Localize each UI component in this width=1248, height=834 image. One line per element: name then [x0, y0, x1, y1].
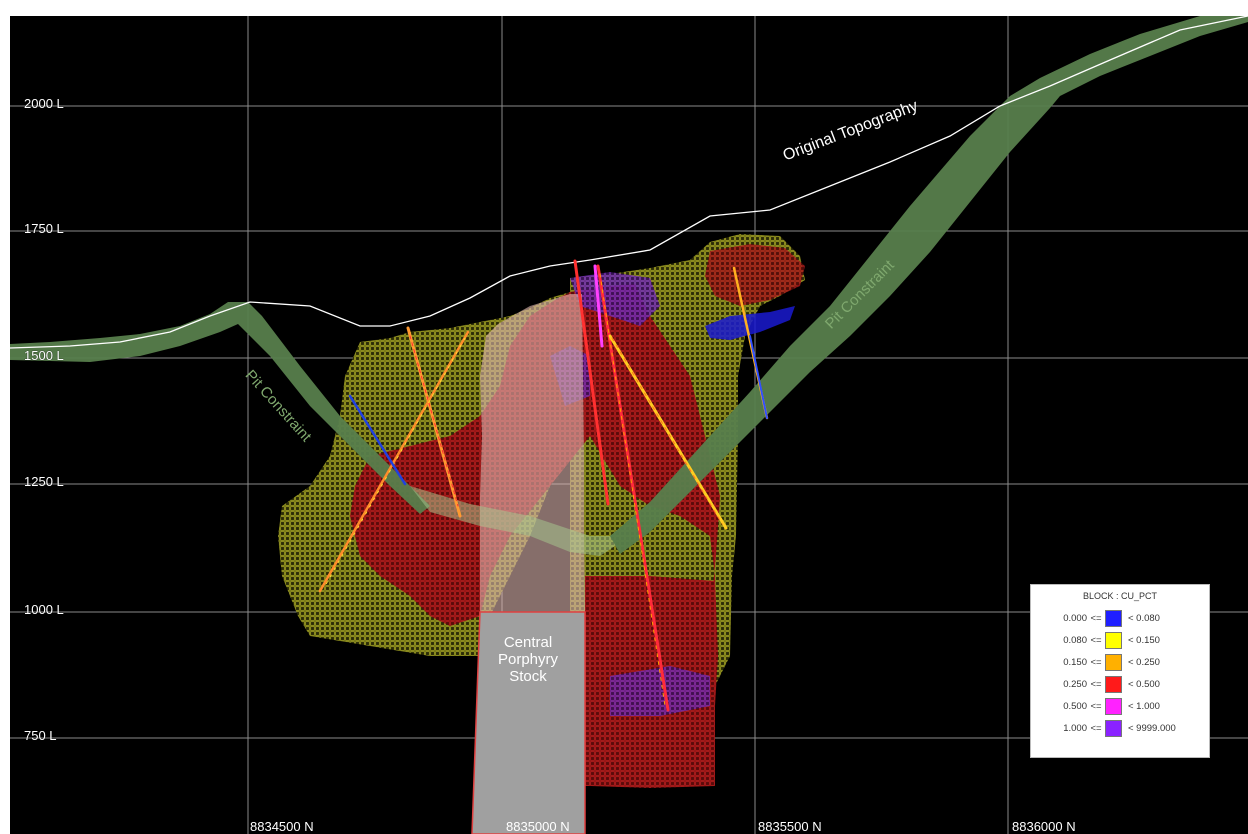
drill-hole-3: [573, 259, 610, 506]
drill-hole-8: [348, 394, 407, 486]
legend-row: 0.080 <= < 0.150: [1031, 629, 1209, 651]
legend-operator: <=: [1090, 678, 1102, 690]
legend-upper-bound: < 0.500: [1128, 678, 1160, 690]
drill-hole-7: [593, 264, 604, 348]
section-canvas: [10, 16, 1248, 834]
drill-hole-1-core: [409, 335, 459, 507]
level-label-1750: 1750 L: [24, 221, 64, 236]
block-purple-pocket-2: [610, 666, 710, 716]
legend-swatch: [1105, 609, 1122, 627]
legend-swatch: [1105, 653, 1122, 671]
legend-lower-bound: 0.080: [1063, 634, 1087, 646]
drill-hole-4-core: [599, 273, 666, 707]
block-purple-pocket-1: [570, 272, 660, 326]
legend-upper-bound: < 9999.000: [1128, 722, 1176, 734]
drill-hole-2: [318, 330, 470, 593]
drill-hole-6-blue: [749, 335, 768, 419]
level-label-1500: 1500 L: [24, 348, 64, 363]
legend-lower-bound: 0.150: [1063, 656, 1087, 668]
legend: BLOCK : CU_PCT 0.000 <= < 0.080 0.080 <= < 0.…: [1030, 584, 1210, 758]
stock-lower-solid: [471, 611, 586, 834]
stock-upper-translucent: [480, 294, 585, 612]
legend-lower-bound: 1.000: [1063, 722, 1087, 734]
legend-upper-bound: < 1.000: [1128, 700, 1160, 712]
legend-swatch: [1105, 675, 1122, 693]
level-label-1250: 1250 L: [24, 474, 64, 489]
topography-line: [10, 16, 1248, 349]
level-label-1000: 1000 L: [24, 602, 64, 617]
legend-row: 0.000 <= < 0.080: [1031, 607, 1209, 629]
legend-lower-bound: 0.500: [1063, 700, 1087, 712]
legend-row: 1.000 <= < 9999.000: [1031, 717, 1209, 739]
block-blue-zone: [705, 306, 795, 340]
section-viewport: 2000 L 1750 L 1500 L 1250 L 1000 L 750 L…: [10, 16, 1248, 834]
drill-holes: [318, 259, 769, 712]
legend-swatch: [1105, 719, 1122, 737]
pit-shell-left: [10, 302, 430, 514]
legend-rows: 0.000 <= < 0.080 0.080 <= < 0.150 0.150 <= < 0.2…: [1031, 607, 1209, 739]
stock-label: Central Porphyry Stock: [472, 634, 584, 685]
legend-title: BLOCK : CU_PCT: [1082, 591, 1158, 601]
legend-lower-bound: 0.250: [1063, 678, 1087, 690]
stock-label-line2: Porphyry: [497, 651, 559, 668]
legend-operator: <=: [1090, 612, 1102, 624]
legend-swatch: [1105, 631, 1122, 649]
stock-label-line3: Stock: [509, 668, 547, 685]
block-core-red: [350, 284, 720, 788]
legend-upper-bound: < 0.080: [1128, 612, 1160, 624]
level-label-750: 750 L: [24, 728, 57, 743]
pit-shell-right: [610, 16, 1248, 554]
legend-upper-bound: < 0.250: [1128, 656, 1160, 668]
block-upper-right-lobe: [705, 244, 805, 306]
legend-operator: <=: [1090, 656, 1102, 668]
legend-row: 0.250 <= < 0.500: [1031, 673, 1209, 695]
legend-operator: <=: [1090, 722, 1102, 734]
legend-swatch: [1105, 697, 1122, 715]
stock-label-line1: Central: [503, 634, 553, 651]
level-label-2000: 2000 L: [24, 96, 64, 111]
legend-operator: <=: [1090, 634, 1102, 646]
legend-lower-bound: 0.000: [1063, 612, 1087, 624]
legend-upper-bound: < 0.150: [1128, 634, 1160, 646]
northing-label-8835500: 8835500 N: [758, 819, 822, 834]
northing-label-8836000: 8836000 N: [1012, 819, 1076, 834]
legend-row: 0.150 <= < 0.250: [1031, 651, 1209, 673]
northing-label-8835000: 8835000 N: [506, 819, 570, 834]
legend-operator: <=: [1090, 700, 1102, 712]
porphyry-stock: [471, 294, 586, 834]
northing-label-8834500: 8834500 N: [250, 819, 314, 834]
legend-row: 0.500 <= < 1.000: [1031, 695, 1209, 717]
